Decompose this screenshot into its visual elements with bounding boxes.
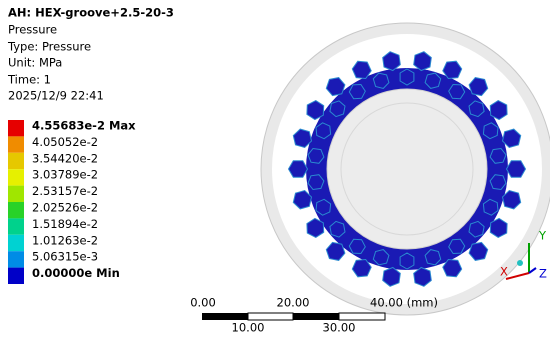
hex-cell xyxy=(325,241,346,261)
x-label: X xyxy=(500,265,508,279)
legend-label: 4.05052e-2 xyxy=(32,135,98,149)
legend-swatch xyxy=(8,267,24,284)
hex-cell xyxy=(501,189,522,210)
z-axis xyxy=(528,267,537,274)
legend-label: 4.55683e-2 Max xyxy=(32,119,136,133)
model xyxy=(260,22,550,316)
hex-cell xyxy=(442,258,463,278)
triad-origin xyxy=(517,260,523,266)
hex-cell xyxy=(489,100,508,121)
legend-label: 0.00000e Min xyxy=(32,266,120,280)
legend: 4.55683e-2 Max 4.05052e-2 3.54420e-2 3.0378… xyxy=(8,119,136,284)
scale-seg xyxy=(202,313,248,320)
legend-label: 1.51894e-2 xyxy=(32,217,98,231)
scale-label: 10.00 xyxy=(232,321,265,335)
legend-swatch xyxy=(8,234,24,252)
unit: Unit: MPa xyxy=(8,56,62,70)
legend-label: 1.01263e-2 xyxy=(32,233,98,247)
hex-cell xyxy=(468,241,489,261)
hex-cell xyxy=(307,147,325,164)
hex-cell xyxy=(399,252,415,270)
hex-cell xyxy=(501,128,522,149)
legend-label: 3.03789e-2 xyxy=(32,168,98,182)
hex-cell xyxy=(482,122,499,140)
hex-cell xyxy=(348,83,366,100)
hex-cell xyxy=(482,198,499,216)
hex-cell xyxy=(329,220,346,238)
hex-cell xyxy=(372,249,390,266)
inner-edge xyxy=(340,102,474,236)
scale-seg xyxy=(293,313,339,320)
hex-cell xyxy=(489,174,507,191)
hex-cell xyxy=(424,249,442,266)
legend-swatch xyxy=(8,218,24,235)
hex-cell xyxy=(382,51,401,72)
hex-cell xyxy=(351,258,372,278)
hex-cell xyxy=(448,238,466,255)
hex-cell xyxy=(399,68,415,86)
scale-seg xyxy=(338,312,386,321)
hex-cell xyxy=(468,220,485,238)
hex-cell xyxy=(292,128,313,149)
hex-cell xyxy=(306,217,325,238)
hex-cell xyxy=(489,217,508,238)
x-axis xyxy=(505,272,530,280)
legend-label: 3.54420e-2 xyxy=(32,151,98,165)
result-name: Pressure xyxy=(8,23,57,37)
scale-label: 40.00 (mm) xyxy=(370,296,438,310)
hex-cell xyxy=(413,51,432,72)
scale-label: 30.00 xyxy=(323,321,356,335)
hex-cell xyxy=(505,160,527,178)
y-label: Y xyxy=(538,229,547,243)
hex-pattern xyxy=(272,34,542,304)
hex-cell xyxy=(329,100,346,118)
hex-cell xyxy=(315,198,332,216)
hex-cell xyxy=(489,147,507,164)
hex-cell xyxy=(382,266,401,287)
scale-label: 20.00 xyxy=(277,296,310,310)
hex-cell xyxy=(315,122,332,140)
hex-cell xyxy=(307,174,325,191)
hex-cell xyxy=(351,60,372,80)
scale-bar xyxy=(202,312,386,321)
hex-cell xyxy=(306,100,325,121)
hex-cell xyxy=(413,266,432,287)
legend-swatch xyxy=(8,202,24,219)
legend-swatch xyxy=(8,169,24,186)
scale-label: 0.00 xyxy=(190,296,216,310)
legend-swatch xyxy=(8,185,24,202)
inner-disc xyxy=(326,88,488,250)
time: Time: 1 xyxy=(7,73,51,87)
legend-swatch xyxy=(8,136,24,153)
hex-cell xyxy=(287,160,309,178)
scale-seg xyxy=(247,312,294,321)
hex-cell xyxy=(372,72,390,89)
legend-swatch xyxy=(8,251,24,268)
date: 2025/12/9 22:41 xyxy=(8,89,104,103)
hex-cell xyxy=(348,238,366,255)
legend-label: 2.02526e-2 xyxy=(32,201,98,215)
hex-cell xyxy=(448,83,466,100)
hex-cell xyxy=(325,77,346,97)
hex-cell xyxy=(468,100,485,118)
hex-cell xyxy=(468,77,489,97)
legend-label: 5.06315e-3 xyxy=(32,250,98,264)
z-label: Z xyxy=(539,267,547,281)
hex-cell xyxy=(292,189,313,210)
legend-label: 2.53157e-2 xyxy=(32,184,98,198)
result-type: Type: Pressure xyxy=(7,40,91,54)
triad: Y X Z xyxy=(500,229,547,281)
legend-swatch xyxy=(8,152,24,170)
title: AH: HEX-groove+2.5-20-3 xyxy=(8,6,174,20)
hex-cell xyxy=(442,60,463,80)
hex-cell xyxy=(424,72,442,89)
legend-swatch xyxy=(8,120,24,137)
